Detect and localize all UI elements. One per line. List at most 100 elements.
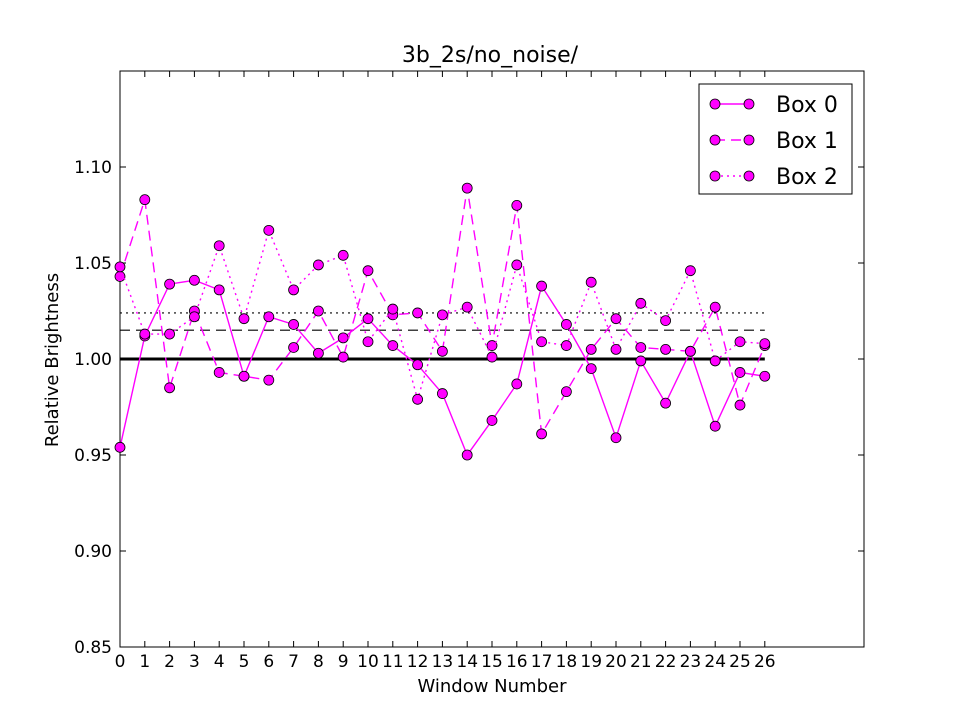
data-point-box-1 (312, 305, 324, 317)
data-point-box-0 (585, 363, 597, 375)
data-point-box-1 (412, 307, 424, 319)
x-tick-label: 17 (531, 652, 553, 672)
data-point-box-1 (660, 343, 671, 355)
data-point-box-2 (188, 311, 200, 323)
data-point-box-2 (337, 249, 349, 261)
y-tick-label: 1.00 (74, 350, 112, 370)
data-point-box-2 (511, 259, 523, 271)
data-point-box-0 (337, 332, 349, 344)
data-point-box-0 (213, 284, 225, 296)
x-tick-label: 11 (382, 652, 404, 672)
x-tick-label: 1 (139, 652, 150, 672)
y-tick-label: 0.85 (74, 638, 112, 658)
data-point-box-2 (213, 240, 225, 252)
x-tick-label: 9 (338, 652, 349, 672)
y-tick-label: 0.95 (74, 446, 112, 466)
data-point-box-2 (139, 328, 151, 340)
legend-frame (698, 83, 853, 195)
y-tick-label: 1.05 (74, 254, 112, 274)
data-point-box-0 (164, 278, 176, 290)
data-point-box-2 (164, 328, 176, 340)
data-point-box-2 (461, 301, 473, 313)
x-tick-label: 25 (729, 652, 751, 672)
data-point-box-0 (759, 370, 771, 382)
data-point-box-0 (412, 359, 424, 371)
data-point-box-0 (486, 415, 498, 426)
y-tick-label: 1.10 (74, 158, 112, 178)
x-tick-label: 13 (432, 652, 454, 672)
data-point-box-1 (561, 386, 572, 398)
data-point-box-1 (139, 194, 151, 206)
x-tick-label: 24 (704, 652, 726, 672)
x-tick-label: 26 (754, 652, 776, 672)
data-point-box-1 (610, 313, 622, 325)
data-point-box-1 (734, 399, 746, 411)
series-line-box-0 (119, 279, 765, 457)
x-tick-label: 19 (580, 652, 602, 672)
data-point-box-2 (114, 261, 126, 273)
x-tick-label: 16 (506, 652, 528, 672)
legend-marker-box-0 (709, 98, 721, 110)
data-point-box-2 (709, 355, 721, 367)
data-point-box-0 (536, 280, 547, 292)
x-tick-label: 3 (189, 652, 200, 672)
data-point-box-1 (288, 342, 300, 353)
data-point-box-1 (263, 374, 275, 386)
x-axis-title: Window Number (417, 676, 567, 697)
data-point-box-0 (561, 319, 572, 330)
x-tick-label: 5 (239, 652, 250, 672)
data-point-box-2 (263, 224, 275, 236)
data-point-box-1 (461, 182, 473, 194)
data-point-box-1 (709, 301, 721, 313)
data-point-box-1 (585, 343, 597, 355)
legend-label-box-2: Box 2 (776, 165, 838, 190)
data-point-box-1 (635, 342, 647, 353)
x-tick-label: 6 (263, 652, 274, 672)
data-point-box-0 (436, 388, 448, 399)
x-tick-label: 21 (630, 652, 652, 672)
data-point-box-2 (362, 336, 374, 348)
data-point-box-0 (362, 313, 374, 325)
legend: Box 0 Box 1 Box 2 (698, 83, 853, 195)
data-point-box-0 (461, 449, 473, 461)
x-tick-label: 20 (605, 652, 627, 672)
data-point-box-0 (114, 441, 126, 453)
data-point-box-2 (685, 265, 696, 277)
data-point-box-2 (610, 343, 622, 355)
chart-title: 3b_2s/no_noise/ (402, 43, 579, 68)
x-tick-label: 12 (407, 652, 429, 672)
legend-marker-box-2 (743, 170, 755, 182)
data-point-box-1 (164, 382, 176, 394)
x-tick-label: 23 (680, 652, 702, 672)
data-point-box-0 (288, 319, 300, 330)
plot-area: 0.850.900.951.001.051.100 1 2 3 4 5 6 7 8 9 10 11 12… (74, 70, 865, 672)
x-tick-label: 18 (556, 652, 578, 672)
data-point-box-1 (337, 351, 349, 363)
data-point-box-1 (238, 370, 250, 382)
data-point-box-2 (312, 259, 324, 271)
data-point-box-1 (436, 345, 448, 357)
legend-label-box-1: Box 1 (776, 129, 838, 154)
legend-marker-box-1 (743, 134, 755, 146)
data-point-box-2 (660, 315, 671, 327)
y-tick-label: 0.90 (74, 542, 112, 562)
data-point-box-0 (312, 347, 324, 359)
data-point-box-0 (709, 420, 721, 432)
data-point-box-0 (511, 378, 523, 390)
x-tick-label: 2 (164, 652, 175, 672)
data-point-box-2 (387, 303, 399, 315)
data-point-box-1 (213, 367, 225, 378)
data-point-box-2 (238, 313, 250, 325)
data-point-box-0 (660, 397, 671, 409)
data-point-box-1 (362, 265, 374, 277)
data-point-box-2 (288, 284, 300, 296)
data-point-box-2 (585, 276, 597, 288)
legend-label-box-0: Box 0 (776, 93, 838, 118)
data-point-box-0 (263, 311, 275, 323)
x-tick-label: 14 (456, 652, 478, 672)
x-tick-label: 10 (357, 652, 379, 672)
legend-marker-box-1 (709, 134, 721, 146)
x-tick-label: 15 (481, 652, 503, 672)
legend-marker-box-0 (743, 98, 755, 110)
